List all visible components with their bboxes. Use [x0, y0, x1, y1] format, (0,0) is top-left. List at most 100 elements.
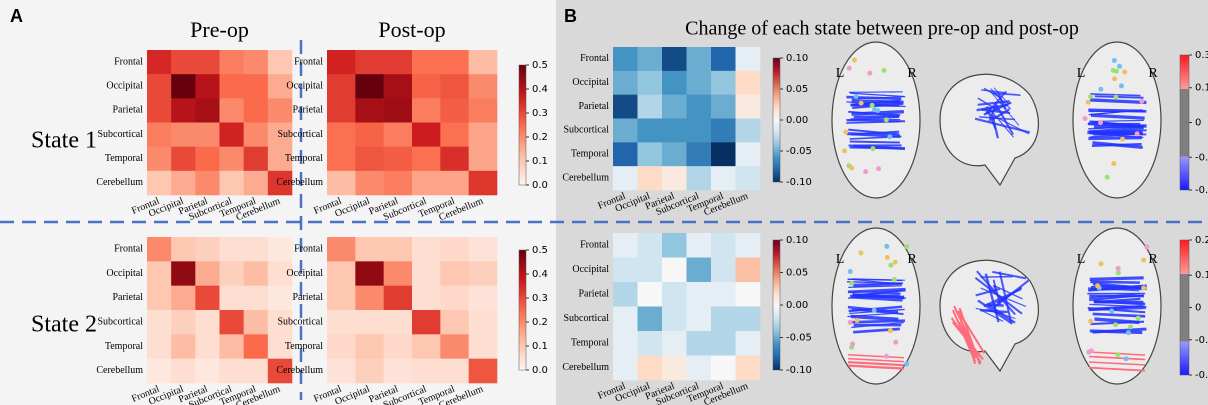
node	[893, 260, 898, 265]
node	[1098, 87, 1103, 92]
colorbar	[1180, 55, 1189, 190]
heatmap-cell	[736, 307, 761, 332]
node	[850, 341, 855, 346]
heatmap-cell	[687, 142, 712, 166]
colorbar-tick-label: 0.17	[1195, 83, 1208, 94]
heatmap-cell	[638, 356, 663, 381]
heatmap-cell	[687, 331, 712, 356]
node	[884, 244, 889, 249]
heatmap-cell	[687, 166, 712, 190]
heatmap-cell	[384, 286, 413, 311]
heatmap-cell	[327, 50, 356, 74]
heatmap-cell	[412, 50, 441, 74]
node	[1089, 348, 1094, 353]
node	[1098, 120, 1103, 125]
colorbar	[1180, 240, 1189, 375]
node	[1117, 64, 1122, 69]
connection	[1092, 144, 1142, 146]
heatmap-cell	[711, 95, 736, 119]
heatmap-cell	[711, 47, 736, 71]
colorbar-tick-label: 0.1	[532, 341, 548, 352]
node	[872, 308, 877, 313]
heatmap-cell	[687, 307, 712, 332]
heatmap-cell	[613, 233, 638, 258]
heatmap-cell	[384, 74, 413, 98]
heatmap-cell	[469, 147, 498, 171]
orientation-label: L	[1077, 66, 1086, 81]
row-label: Subcortical	[97, 316, 143, 327]
heatmap-cell	[147, 171, 171, 195]
heatmap-cell	[613, 307, 638, 332]
state-label: State 1	[31, 128, 97, 154]
row-label: Parietal	[578, 101, 609, 112]
heatmap-cell	[384, 334, 413, 359]
heatmap-cell	[711, 119, 736, 143]
heatmap-cell	[440, 359, 469, 384]
heatmap-cell	[220, 74, 244, 98]
heatmap-cell	[355, 123, 384, 147]
heatmap-cell	[384, 147, 413, 171]
heatmap-cell	[412, 334, 441, 359]
colorbar-tick-label: -0.33	[1195, 185, 1208, 196]
heatmap-cell	[440, 286, 469, 311]
heatmap-cell	[384, 98, 413, 122]
panel-label: B	[564, 6, 577, 26]
node	[1128, 324, 1133, 329]
heatmap-cell	[469, 171, 498, 195]
heatmap-cell	[147, 334, 171, 359]
colorbar-tick-label: -0.05	[786, 333, 812, 344]
heatmap-cell	[613, 119, 638, 143]
heatmap-cell	[384, 237, 413, 262]
heatmap-cell	[195, 310, 219, 335]
node	[852, 58, 857, 63]
panel-label: A	[10, 6, 23, 26]
node	[1086, 100, 1091, 105]
row-label: Parietal	[112, 105, 143, 116]
heatmap-cell	[613, 258, 638, 283]
node	[853, 94, 858, 99]
row-label: Subcortical	[563, 125, 609, 136]
heatmap-cell	[638, 282, 663, 307]
node	[849, 165, 854, 170]
heatmap-cell	[412, 74, 441, 98]
colorbar-tick-label: 0.33	[1195, 50, 1208, 61]
heatmap-cell	[412, 237, 441, 262]
node	[1119, 83, 1124, 88]
row-label: Frontal	[580, 240, 609, 251]
colorbar-tick-label: 0.3	[532, 293, 548, 304]
row-label: Occipital	[286, 81, 323, 92]
colorbar-tick-label: 0.5	[532, 245, 548, 256]
heatmap-cell	[638, 142, 663, 166]
heatmap-cell	[195, 123, 219, 147]
heatmap-title: Post-op	[378, 17, 445, 42]
heatmap-cell	[736, 95, 761, 119]
heatmap-cell	[736, 233, 761, 258]
row-label: Frontal	[114, 243, 143, 254]
heatmap-cell	[384, 171, 413, 195]
heatmap-cell	[469, 310, 498, 335]
row-label: Cerebellum	[562, 362, 609, 373]
heatmap-cell	[662, 166, 687, 190]
heatmap-cell	[469, 261, 498, 286]
row-label: Parietal	[578, 289, 609, 300]
heatmap-cell	[171, 359, 195, 384]
heatmap-cell	[638, 166, 663, 190]
heatmap-cell	[147, 237, 171, 262]
node	[888, 328, 893, 333]
heatmap-cell	[147, 359, 171, 384]
heatmap-cell	[711, 331, 736, 356]
heatmap-cell	[613, 71, 638, 95]
heatmap-cell	[171, 50, 195, 74]
orientation-label: L	[1077, 252, 1086, 267]
heatmap-cell	[171, 98, 195, 122]
heatmap-cell	[268, 98, 292, 122]
heatmap-cell	[171, 147, 195, 171]
colorbar-tick-label: -0.11	[1195, 335, 1208, 346]
heatmap-cell	[355, 261, 384, 286]
orientation-label: L	[836, 252, 845, 267]
heatmap-cell	[171, 286, 195, 311]
colorbar-tick-label: 0	[1195, 303, 1201, 314]
heatmap-cell	[327, 359, 356, 384]
colorbar-tick-label: 0.05	[786, 84, 808, 95]
node	[855, 318, 860, 323]
